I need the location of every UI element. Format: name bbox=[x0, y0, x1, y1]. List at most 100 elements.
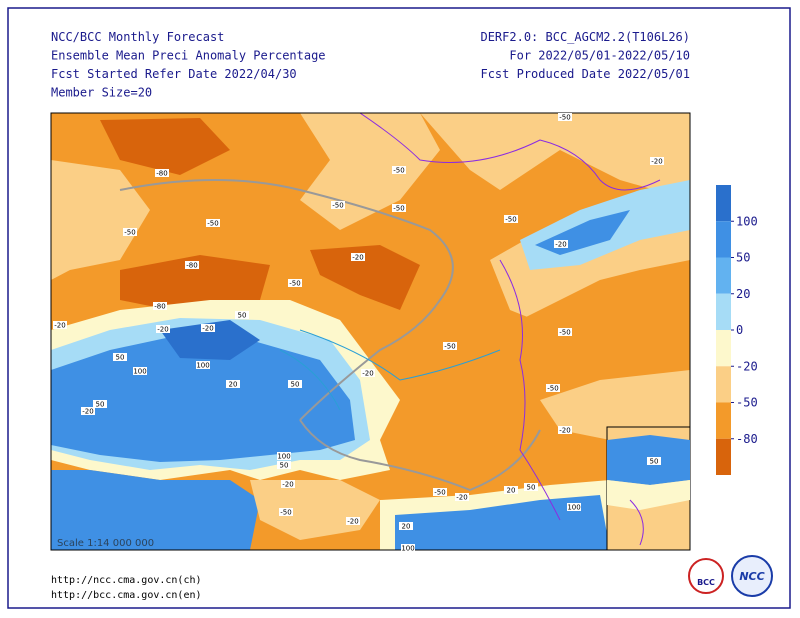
header-line: Fcst Started Refer Date 2022/04/30 bbox=[51, 67, 297, 81]
map: -50 -20 -80 -50 -50 -50 -50 -50 -50 -20 -80 -20 -50 -… bbox=[50, 112, 691, 553]
contour-label: -20 bbox=[157, 326, 168, 334]
contour-label: -20 bbox=[362, 370, 373, 378]
contour-label: -80 bbox=[156, 170, 167, 178]
contour-label-bg bbox=[281, 480, 295, 488]
contour-label-bg bbox=[277, 461, 291, 469]
contour-label-bg bbox=[226, 380, 240, 388]
contour-label: -20 bbox=[82, 408, 93, 416]
contour-label: 100 bbox=[133, 368, 146, 376]
contour-label-bg bbox=[524, 483, 538, 491]
contour-label-bg bbox=[361, 369, 375, 377]
contour-label: -50 bbox=[559, 114, 570, 122]
header-line: DERF2.0: BCC_AGCM2.2(T106L26) bbox=[480, 30, 690, 44]
colorbar-label: 50 bbox=[736, 251, 750, 265]
contour-label: 50 bbox=[280, 462, 289, 470]
contour-label-bg bbox=[401, 544, 415, 552]
contour-label: -50 bbox=[393, 205, 404, 213]
contour-label-bg bbox=[153, 302, 167, 310]
contour-label: -80 bbox=[186, 262, 197, 270]
region bbox=[540, 370, 690, 440]
inset-map bbox=[606, 426, 691, 551]
region bbox=[100, 118, 230, 175]
contour-label-bg bbox=[567, 503, 581, 511]
contour-label-bg bbox=[113, 353, 127, 361]
contour-label: -20 bbox=[202, 325, 213, 333]
region bbox=[420, 113, 690, 200]
scale-text: Scale 1:14 000 000 bbox=[57, 538, 154, 549]
contour-label-bg bbox=[558, 426, 572, 434]
region bbox=[510, 270, 640, 370]
logo-text: BCC bbox=[697, 578, 715, 587]
logo-circle bbox=[731, 555, 773, 597]
contour-label-bg bbox=[351, 253, 365, 261]
region bbox=[120, 255, 270, 310]
region bbox=[395, 495, 610, 550]
contour-label: 100 bbox=[567, 504, 580, 512]
contour-label: -80 bbox=[154, 303, 165, 311]
contour-label-bg bbox=[650, 157, 664, 165]
contour-label: -50 bbox=[559, 329, 570, 337]
region bbox=[51, 470, 260, 550]
colorbar-label: 20 bbox=[736, 287, 750, 301]
contour-label: 50 bbox=[116, 354, 125, 362]
contour-label: -50 bbox=[547, 385, 558, 393]
footer-link: http://bcc.cma.gov.cn(en) bbox=[51, 590, 202, 601]
coastline bbox=[359, 113, 661, 521]
contour-label: 50 bbox=[238, 312, 247, 320]
contour-label: -20 bbox=[282, 481, 293, 489]
contour-label: 20 bbox=[507, 487, 516, 495]
contour-label-bg bbox=[201, 324, 215, 332]
contour-label-bg bbox=[455, 493, 469, 501]
contour-label: -50 bbox=[444, 343, 455, 351]
colorbar-segment bbox=[716, 221, 731, 258]
contour-label: 50 bbox=[291, 381, 300, 389]
colorbar-label: -50 bbox=[736, 396, 758, 410]
colorbar-label: 0 bbox=[736, 323, 743, 337]
colorbar-segment bbox=[716, 185, 731, 222]
contour-label: -20 bbox=[347, 518, 358, 526]
contour-label: -20 bbox=[456, 494, 467, 502]
colorbar-label: -80 bbox=[736, 432, 758, 446]
footer-link: http://ncc.cma.gov.cn(ch) bbox=[51, 575, 202, 586]
colorbar-segment bbox=[716, 402, 731, 439]
contour-label-bg bbox=[392, 204, 406, 212]
contour-label: -50 bbox=[280, 509, 291, 517]
region bbox=[160, 320, 260, 360]
region bbox=[51, 335, 355, 462]
contour-label: -50 bbox=[434, 489, 445, 497]
contour-label: 100 bbox=[401, 545, 414, 553]
contour-label-bg bbox=[554, 240, 568, 248]
contour-label-bg bbox=[558, 328, 572, 336]
contour-label-bg bbox=[155, 169, 169, 177]
contour-label: -20 bbox=[555, 241, 566, 249]
contour-label-bg bbox=[185, 261, 199, 269]
region bbox=[51, 160, 150, 280]
contour-label: 20 bbox=[229, 381, 238, 389]
contour-label: 100 bbox=[196, 362, 209, 370]
contour-label-bg bbox=[206, 219, 220, 227]
border bbox=[119, 179, 541, 492]
contour-label-bg bbox=[399, 522, 413, 530]
river bbox=[279, 329, 501, 411]
region bbox=[300, 113, 440, 230]
contour-label-bg bbox=[331, 201, 345, 209]
colorbar: 100 50 20 0 -20 -50 -80 bbox=[716, 185, 758, 475]
header-line: Ensemble Mean Preci Anomaly Percentage bbox=[51, 49, 326, 63]
contour-label-bg bbox=[53, 321, 67, 329]
contour-label: -20 bbox=[54, 322, 65, 330]
contour-label-bg bbox=[504, 486, 518, 494]
colorbar-label: 100 bbox=[736, 214, 758, 228]
contour-label-bg bbox=[277, 452, 291, 460]
contour-label-bg bbox=[288, 380, 302, 388]
region bbox=[607, 480, 690, 510]
colorbar-segment bbox=[716, 257, 731, 294]
contour-label-bg bbox=[546, 384, 560, 392]
logo-circle bbox=[688, 558, 724, 594]
contour-label-bg bbox=[156, 325, 170, 333]
contour-label-bg bbox=[346, 517, 360, 525]
contour-label-bg bbox=[433, 488, 447, 496]
colorbar-label: -20 bbox=[736, 359, 758, 373]
contour-label-bg bbox=[443, 342, 457, 350]
frame bbox=[7, 7, 791, 609]
